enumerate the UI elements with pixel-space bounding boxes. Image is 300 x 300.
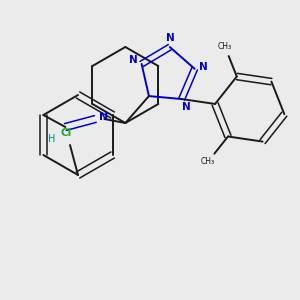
Text: H: H bbox=[48, 134, 55, 144]
Text: N: N bbox=[199, 62, 208, 72]
Text: N: N bbox=[99, 112, 108, 122]
Text: N: N bbox=[166, 33, 175, 43]
Text: Cl: Cl bbox=[60, 128, 72, 138]
Text: CH₃: CH₃ bbox=[218, 42, 232, 51]
Text: CH₃: CH₃ bbox=[201, 157, 215, 166]
Text: N: N bbox=[182, 102, 191, 112]
Text: N: N bbox=[129, 56, 138, 65]
